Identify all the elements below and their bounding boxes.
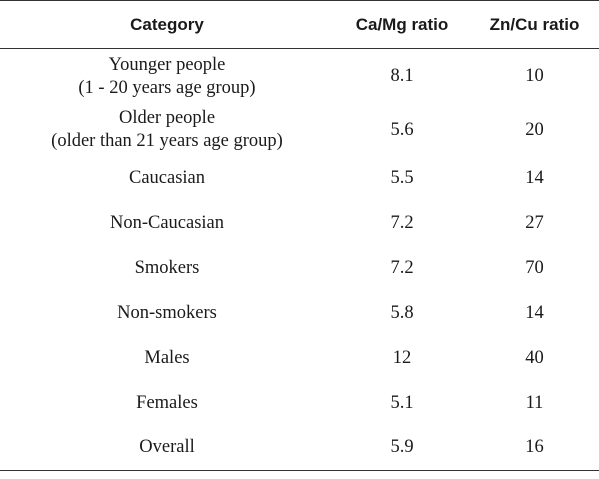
category-label: Males xyxy=(144,347,190,368)
zn-cu-cell: 16 xyxy=(470,425,599,471)
zn-cu-cell: 11 xyxy=(525,392,544,413)
table-row: Older people (older than 21 years age gr… xyxy=(0,105,599,156)
category-label: Smokers xyxy=(134,257,200,278)
column-header-ca-mg-ratio: Ca/Mg ratio xyxy=(334,0,470,49)
table-row: Caucasian 5.5 14 xyxy=(0,156,599,201)
category-cell: Younger people (1 - 20 years age group) xyxy=(0,49,334,105)
ca-mg-cell: 8.1 xyxy=(390,66,414,87)
zn-cu-cell: 14 xyxy=(525,302,544,323)
category-cell: Older people (older than 21 years age gr… xyxy=(0,105,334,156)
category-cell: Overall xyxy=(0,425,334,471)
category-label: Overall xyxy=(139,437,195,458)
table-row: Overall 5.9 16 xyxy=(0,425,599,471)
category-cell: Females xyxy=(0,381,334,426)
zn-cu-cell: 70 xyxy=(525,257,544,278)
ca-mg-cell: 5.8 xyxy=(390,302,414,323)
ca-mg-cell: 7.2 xyxy=(390,212,414,233)
zn-cu-cell: 40 xyxy=(525,347,544,368)
category-label: Younger people (1 - 20 years age group) xyxy=(78,54,256,98)
ca-mg-cell: 5.6 xyxy=(390,119,414,140)
ca-mg-cell: 5.5 xyxy=(390,167,414,188)
table-body: Younger people (1 - 20 years age group) … xyxy=(0,49,599,471)
column-header-zn-cu-ratio: Zn/Cu ratio xyxy=(470,0,599,49)
table-row: Non-Caucasian 7.2 27 xyxy=(0,201,599,246)
category-label: Females xyxy=(136,392,198,413)
zn-cu-cell: 14 xyxy=(525,167,544,188)
category-label: Non-smokers xyxy=(117,302,217,323)
table-header: Category Ca/Mg ratio Zn/Cu ratio xyxy=(0,0,599,49)
zn-cu-cell: 20 xyxy=(525,119,544,140)
table-row: Younger people (1 - 20 years age group) … xyxy=(0,49,599,105)
ca-mg-cell: 5.9 xyxy=(334,425,470,471)
category-cell: Non-smokers xyxy=(0,291,334,336)
ca-mg-cell: 12 xyxy=(392,347,412,368)
table-row: Smokers 7.2 70 xyxy=(0,246,599,291)
ca-mg-cell: 7.2 xyxy=(390,257,414,278)
column-header-category: Category xyxy=(0,0,334,49)
table-row: Females 5.1 11 xyxy=(0,381,599,426)
table-row: Males 12 40 xyxy=(0,336,599,381)
ca-mg-cell: 5.1 xyxy=(390,392,414,413)
zn-cu-cell: 27 xyxy=(525,212,544,233)
category-label: Non-Caucasian xyxy=(109,212,225,233)
category-cell: Smokers xyxy=(0,246,334,291)
category-label: Caucasian xyxy=(128,167,206,188)
category-cell: Caucasian xyxy=(0,156,334,201)
category-cell: Males xyxy=(0,336,334,381)
header-row: Category Ca/Mg ratio Zn/Cu ratio xyxy=(0,0,599,49)
category-label: Older people (older than 21 years age gr… xyxy=(51,108,283,151)
zn-cu-cell: 10 xyxy=(525,66,544,87)
category-cell: Non-Caucasian xyxy=(0,201,334,246)
table-row: Non-smokers 5.8 14 xyxy=(0,291,599,336)
